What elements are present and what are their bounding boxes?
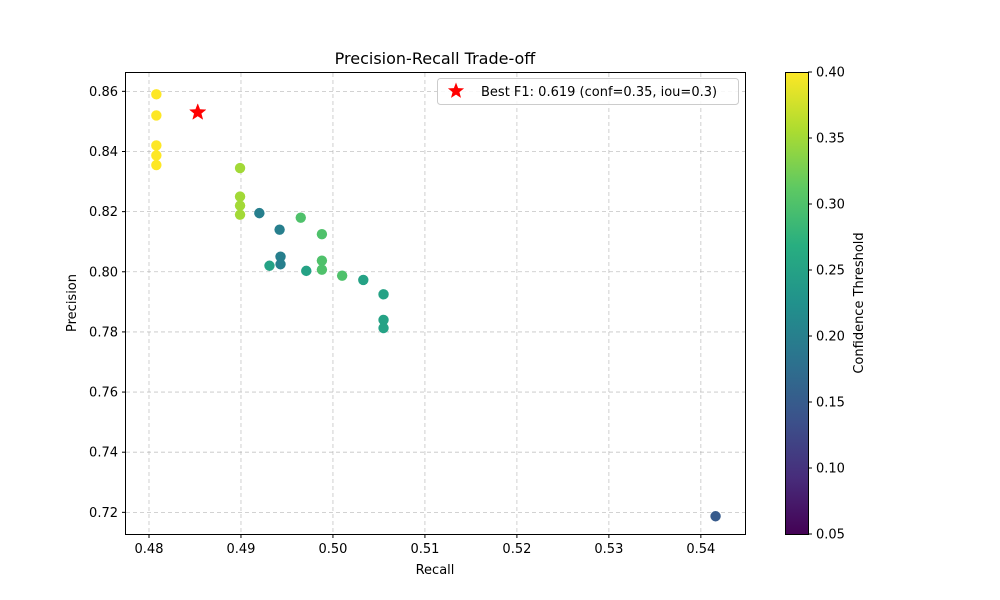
x-tick-label: 0.54 <box>686 542 715 557</box>
x-tick-label: 0.49 <box>226 542 255 557</box>
y-tick-label: 0.78 <box>89 325 118 340</box>
scatter-point <box>275 251 286 262</box>
y-tick-label: 0.86 <box>89 85 118 100</box>
scatter-point <box>234 162 246 174</box>
legend-star-marker <box>447 82 465 98</box>
data-points <box>151 89 721 522</box>
scatter-point <box>151 110 162 121</box>
colorbar-gradient <box>785 72 808 535</box>
scatter-point <box>274 224 285 235</box>
y-tick-label: 0.82 <box>89 205 118 220</box>
x-axis-ticks: 0.48 0.49 0.50 0.51 0.52 0.53 0.54 <box>135 534 715 557</box>
scatter-point <box>301 265 312 277</box>
scatter-point <box>264 260 275 271</box>
x-tick-label: 0.53 <box>594 542 623 557</box>
colorbar-ticks: 0.05 0.10 0.15 0.20 0.25 0.30 0.35 0.40 <box>808 66 845 543</box>
scatter-point <box>358 274 369 286</box>
scatter-point <box>316 228 328 240</box>
scatter-point <box>234 209 246 220</box>
scatter-point <box>151 159 162 171</box>
colorbar-tick-label: 0.25 <box>816 264 845 279</box>
x-tick-label: 0.52 <box>502 542 531 557</box>
colorbar-tick-label: 0.10 <box>816 462 845 477</box>
best-point-layer <box>188 103 207 120</box>
y-tick-label: 0.74 <box>89 446 118 461</box>
scatter-point <box>378 289 389 300</box>
y-tick-label: 0.72 <box>89 506 118 521</box>
y-tick-label: 0.84 <box>89 145 118 160</box>
colorbar-tick-label: 0.35 <box>816 132 845 147</box>
chart-title: Precision-Recall Trade-off <box>335 49 537 68</box>
y-tick-label: 0.76 <box>89 386 118 401</box>
plot-frame <box>125 72 746 535</box>
y-axis-ticks: 0.72 0.74 0.76 0.78 0.80 0.82 0.84 0.86 <box>89 85 126 521</box>
scatter-point <box>710 511 721 522</box>
scatter-point <box>151 150 162 161</box>
x-axis-label: Recall <box>416 563 455 578</box>
best-f1-star <box>188 103 207 120</box>
scatter-point <box>316 255 328 266</box>
colorbar-frame <box>785 72 809 535</box>
x-tick-label: 0.48 <box>135 542 164 557</box>
colorbar-tick-label: 0.40 <box>816 66 845 81</box>
colorbar-tick-label: 0.30 <box>816 198 845 213</box>
scatter-point <box>254 207 265 219</box>
scatter-point <box>316 264 328 275</box>
colorbar-tick-label: 0.20 <box>816 330 845 345</box>
y-tick-label: 0.80 <box>89 265 118 280</box>
scatter-point <box>295 212 306 223</box>
colorbar-tick-label: 0.05 <box>816 528 845 543</box>
legend: Best F1: 0.619 (conf=0.35, iou=0.3) <box>437 78 739 105</box>
colorbar-label: Confidence Threshold <box>852 232 867 373</box>
grid-lines <box>126 73 745 534</box>
scatter-point <box>378 314 389 326</box>
scatter-point <box>234 200 246 211</box>
plot-area: 0.48 0.49 0.50 0.51 0.52 0.53 0.54 0.720.740.7… <box>89 72 746 557</box>
x-tick-label: 0.50 <box>318 542 347 557</box>
scatter-point <box>151 140 162 151</box>
scatter-point <box>234 191 246 202</box>
y-axis-label: Precision <box>65 274 80 332</box>
colorbar-tick-label: 0.15 <box>816 396 845 411</box>
scatter-point <box>275 259 286 270</box>
scatter-point <box>336 270 348 281</box>
scatter-point <box>378 322 389 334</box>
legend-label: Best F1: 0.619 (conf=0.35, iou=0.3) <box>481 85 717 100</box>
x-tick-label: 0.51 <box>410 542 439 557</box>
scatter-point <box>151 89 162 100</box>
colorbar: 0.05 0.10 0.15 0.20 0.25 0.30 0.35 0.40 Confide… <box>785 66 867 543</box>
legend-box <box>437 78 739 105</box>
